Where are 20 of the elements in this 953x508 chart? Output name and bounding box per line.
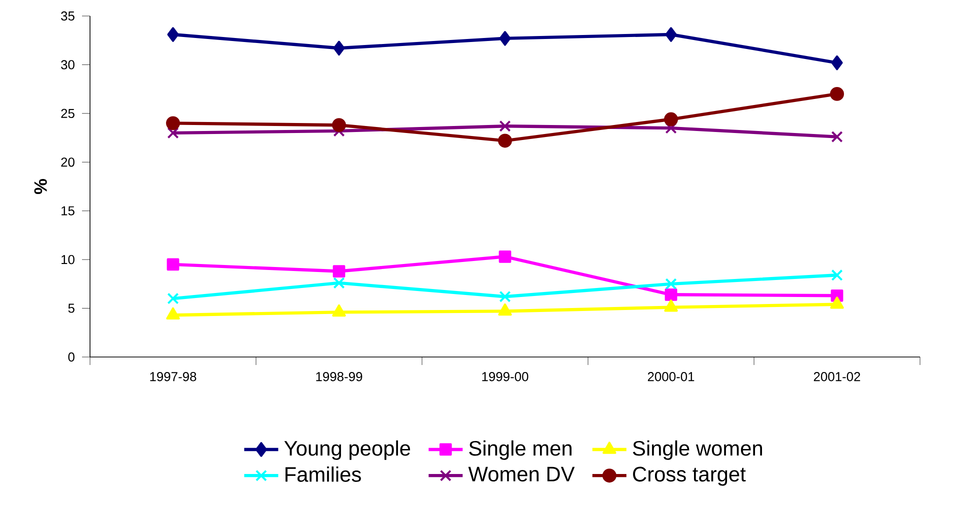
y-tick-label: 25 bbox=[61, 108, 74, 118]
legend-label: Young people bbox=[284, 440, 410, 460]
y-axis-title: % bbox=[34, 179, 47, 194]
y-tick-label: 30 bbox=[61, 60, 74, 70]
legend-label: Women DV bbox=[468, 466, 575, 482]
x-tick-label: 1999-00 bbox=[482, 372, 528, 382]
legend-label: Cross target bbox=[633, 466, 746, 486]
legend-label: Single women bbox=[632, 440, 762, 460]
y-tick-label: 5 bbox=[68, 304, 74, 313]
y-tick-label: 20 bbox=[61, 158, 74, 167]
y-tick-label: 10 bbox=[62, 254, 74, 264]
x-tick-label: 2000-01 bbox=[648, 372, 694, 382]
x-tick-label: 1997-98 bbox=[150, 372, 196, 382]
y-tick-label: 35 bbox=[61, 11, 74, 21]
legend-label: Single men bbox=[469, 440, 572, 460]
x-tick-label: 1998-99 bbox=[316, 372, 362, 382]
y-tick-label: 0 bbox=[68, 352, 74, 362]
x-tick-label: 2001-02 bbox=[814, 372, 860, 382]
legend-label: Families bbox=[286, 466, 361, 482]
y-tick-label: 15 bbox=[62, 206, 74, 216]
